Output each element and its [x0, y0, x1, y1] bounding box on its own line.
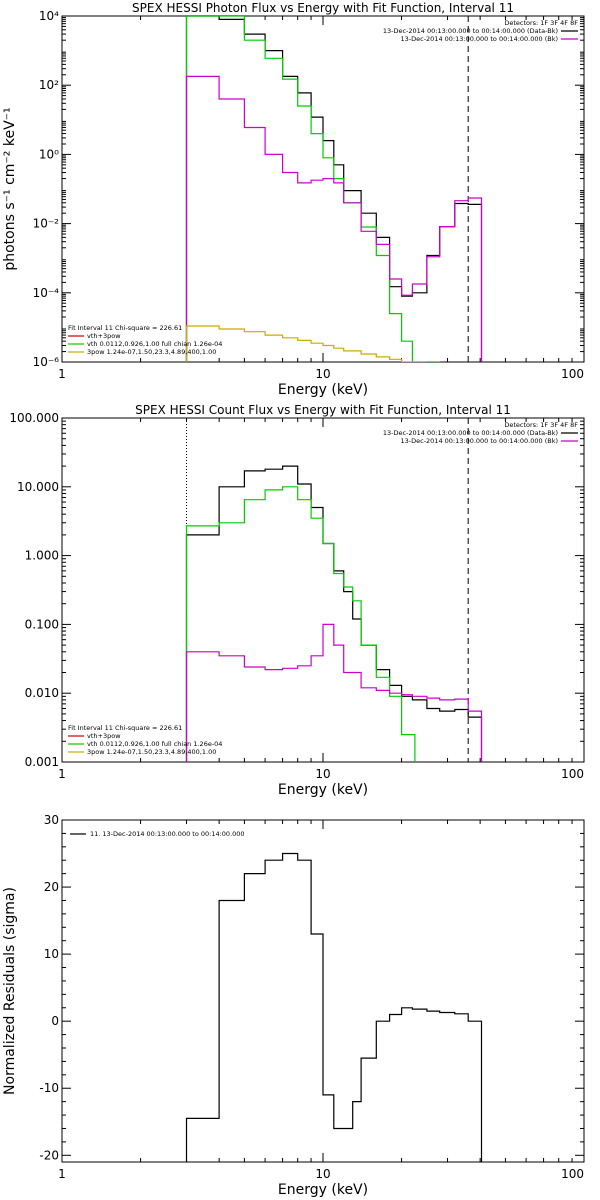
y-tick-label: 0.010: [25, 686, 59, 700]
fit-legend-entry: Fit Interval 11 Chi-square = 226.61: [68, 724, 182, 732]
fit-legend-entry: vth+3pow: [87, 332, 121, 340]
plot-frame: [61, 15, 585, 363]
legend-entry: 13-Dec-2014 00:13:00.000 to 00:14:00.000…: [401, 437, 559, 445]
legend-entry: 13-Dec-2014 00:13:00.000 to 00:14:00.000…: [383, 27, 558, 35]
plot-frame: [61, 417, 585, 763]
y-tick-label: 0.001: [25, 755, 59, 769]
y-tick-label: 10⁻²: [33, 217, 60, 231]
y-tick-label: 10²: [39, 78, 59, 92]
y-tick-label: 10⁻⁴: [33, 286, 60, 300]
x-axis-label: Energy (keV): [278, 382, 368, 398]
x-tick-label: 10: [315, 1167, 330, 1181]
series-line-2: [185, 75, 483, 362]
series-line-2: [185, 623, 483, 762]
y-tick-label: 0: [51, 1014, 59, 1028]
y-tick-label: 0.100: [25, 617, 59, 631]
x-tick-label: 100: [561, 1167, 584, 1181]
y-tick-label: -10: [39, 1081, 59, 1095]
fit-legend-entry: vth 0.0112,0.926,1.00 full chian 1.26e-0…: [87, 740, 222, 748]
chart-title: SPEX HESSI Count Flux vs Energy with Fit…: [135, 403, 511, 417]
y-tick-label: 10⁻⁶: [33, 355, 60, 369]
series-line-3: [185, 325, 426, 362]
y-tick-label: -20: [39, 1148, 59, 1162]
legend-entry: Detectors: 1F 3F 4F 8F: [504, 19, 578, 27]
y-tick-label: 1.000: [25, 549, 59, 563]
y-axis-label: Normalized Residuals (sigma): [2, 887, 18, 1095]
fit-legend-entry: 3pow 1.24e-07,1.50,23.3,4.89,400,1.00: [87, 748, 216, 756]
y-tick-label: 10⁴: [39, 9, 59, 23]
chart-title: SPEX HESSI Photon Flux vs Energy with Fi…: [132, 1, 514, 15]
count-flux-panel: SPEX HESSI Count Flux vs Energy with Fit…: [9, 403, 585, 798]
x-tick-label: 100: [561, 767, 584, 781]
fit-legend-entry: 3pow 1.24e-07,1.50,23.3,4.89,400,1.00: [87, 348, 216, 356]
residual-legend-entry: 11. 13-Dec-2014 00:13:00.000 to 00:14:00…: [90, 830, 245, 838]
x-tick-label: 10: [315, 367, 330, 381]
x-tick-label: 10: [315, 767, 330, 781]
fit-legend-entry: vth+3pow: [87, 732, 121, 740]
y-tick-label: 10: [44, 947, 59, 961]
y-tick-label: 100.000: [9, 411, 59, 425]
y-tick-label: 10⁰: [39, 147, 59, 161]
y-tick-label: 10.000: [17, 480, 59, 494]
legend-entry: Detectors: 1F 3F 4F 8F: [504, 421, 578, 429]
legend-entry: 13-Dec-2014 00:13:00.000 to 00:14:00.000…: [401, 35, 559, 43]
x-tick-label: 1: [58, 767, 66, 781]
fit-legend-entry: Fit Interval 11 Chi-square = 226.61: [68, 324, 182, 332]
series-line-0: [185, 852, 483, 1162]
photon-flux-panel: SPEX HESSI Photon Flux vs Energy with Fi…: [2, 1, 585, 398]
x-axis-label: Energy (keV): [278, 1182, 368, 1198]
series-line-0: [185, 16, 483, 362]
series-line-1: [185, 16, 441, 362]
x-tick-label: 100: [561, 367, 584, 381]
series-line-1: [185, 486, 416, 762]
fit-legend-entry: vth 0.0112,0.926,1.00 full chian 1.26e-0…: [87, 340, 222, 348]
y-axis-label: photons s⁻¹ cm⁻² keV⁻¹: [2, 107, 18, 270]
x-tick-label: 1: [58, 1167, 66, 1181]
x-tick-label: 1: [58, 367, 66, 381]
legend-entry: 13-Dec-2014 00:13:00.000 to 00:14:00.000…: [383, 429, 558, 437]
y-tick-label: 20: [44, 880, 59, 894]
series-line-0: [185, 465, 483, 762]
x-axis-label: Energy (keV): [278, 782, 368, 798]
y-tick-label: 30: [44, 813, 59, 827]
